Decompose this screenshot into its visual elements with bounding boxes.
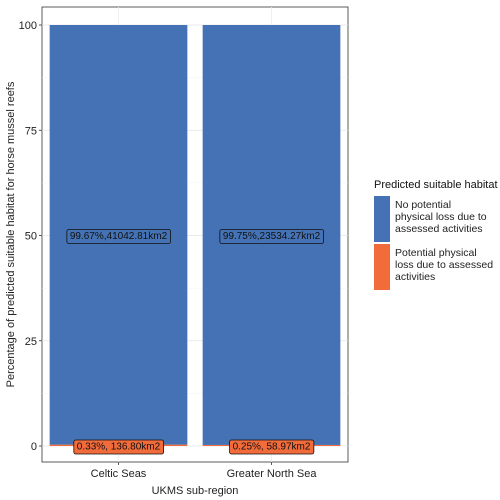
x-axis-title: UKMS sub-region xyxy=(152,485,239,497)
x-tick-label: Celtic Seas xyxy=(91,468,147,480)
data-label: 0.33%, 136.80km2 xyxy=(73,439,165,455)
data-label: 0.25%, 58.97km2 xyxy=(229,439,315,455)
legend-title: Predicted suitable habitat xyxy=(374,179,498,191)
y-axis-title: Percentage of predicted suitable habitat… xyxy=(5,81,17,387)
legend-key xyxy=(374,244,390,290)
data-label-box xyxy=(229,439,315,455)
data-label-box xyxy=(219,229,324,244)
data-label-text: 99.67%,41042.81km2 xyxy=(70,231,168,242)
data-label: 99.67%,41042.81km2 xyxy=(66,229,171,244)
legend-label: No potential physical loss due to assessed… xyxy=(395,199,487,235)
y-tick-label: 50 xyxy=(25,231,37,243)
legend-label: Potential physical loss due to assessed ac… xyxy=(395,247,493,283)
data-label-text: 99.75%,23534.27km2 xyxy=(223,231,321,242)
x-tick-label: Greater North Sea xyxy=(227,468,318,480)
y-tick-label: 25 xyxy=(25,336,37,348)
data-label-box xyxy=(73,439,165,455)
legend-key xyxy=(374,196,390,242)
y-tick-label: 0 xyxy=(31,441,37,453)
data-label-text: 0.33%, 136.80km2 xyxy=(77,442,161,453)
data-label-box xyxy=(66,229,171,244)
y-tick-label: 75 xyxy=(25,125,37,137)
data-label-text: 0.25%, 58.97km2 xyxy=(233,442,311,453)
y-tick-label: 100 xyxy=(19,20,37,32)
data-label: 99.75%,23534.27km2 xyxy=(219,229,324,244)
